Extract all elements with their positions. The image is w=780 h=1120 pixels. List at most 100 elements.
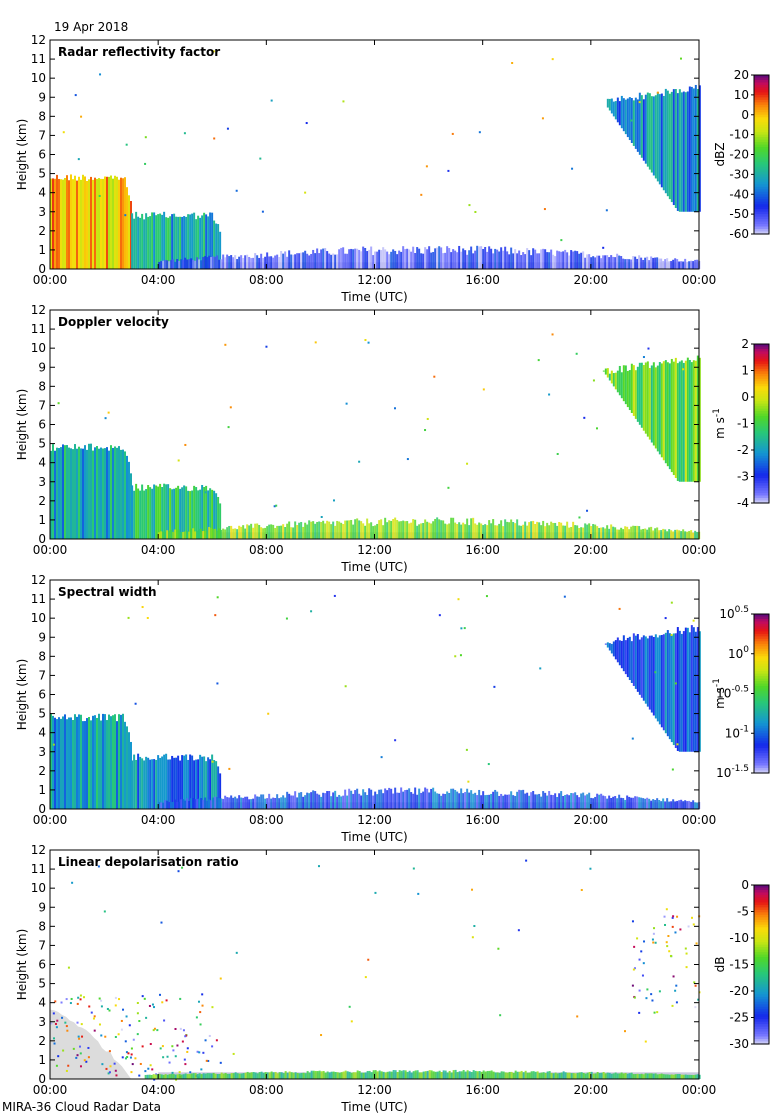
data-column	[640, 362, 643, 428]
data-column	[666, 258, 669, 269]
data-column	[590, 257, 593, 269]
data-point	[171, 1071, 174, 1074]
data-column	[522, 1072, 525, 1079]
colorbar-swatch	[754, 1029, 769, 1033]
data-column	[556, 525, 559, 539]
data-column	[572, 521, 575, 539]
data-column	[558, 793, 561, 809]
y-tick-label: 7	[38, 668, 46, 682]
data-column	[252, 527, 255, 539]
data-column	[270, 256, 273, 269]
data-column	[192, 798, 195, 809]
data-column	[66, 719, 68, 809]
data-column	[244, 255, 247, 269]
data-column	[170, 801, 173, 809]
colorbar-swatch	[754, 373, 769, 377]
colorbar-swatch	[754, 892, 769, 896]
colorbar-swatch	[754, 425, 769, 430]
noise-speck	[333, 499, 336, 502]
data-column	[396, 1072, 399, 1079]
data-column	[364, 1072, 367, 1079]
noise-speck	[198, 1051, 201, 1054]
data-column	[212, 256, 215, 269]
feature-4	[631, 908, 701, 1014]
data-column	[308, 793, 311, 809]
colorbar-swatch	[754, 154, 769, 158]
data-column	[534, 1071, 537, 1079]
y-tick-label: 12	[31, 33, 46, 47]
data-column	[197, 215, 200, 269]
data-column	[686, 357, 689, 482]
data-column	[392, 1070, 395, 1079]
data-point	[85, 1060, 88, 1063]
noise-speck	[654, 671, 657, 674]
y-tick-label: 0	[38, 1072, 46, 1086]
data-column	[368, 523, 371, 539]
data-column	[694, 631, 697, 752]
data-column	[156, 1074, 159, 1079]
data-column	[116, 176, 118, 269]
data-column	[598, 255, 601, 269]
colorbar-swatch	[754, 224, 769, 228]
data-column	[215, 493, 218, 539]
data-column	[352, 793, 355, 809]
data-column	[614, 372, 617, 390]
data-point	[211, 1006, 214, 1009]
noise-speck	[497, 947, 500, 950]
data-column	[460, 524, 463, 539]
data-column	[338, 521, 341, 539]
data-point	[151, 1003, 154, 1006]
noise-speck	[227, 426, 230, 429]
data-column	[214, 796, 217, 809]
data-point	[685, 952, 688, 955]
data-column	[230, 1073, 233, 1079]
data-column	[52, 444, 54, 539]
data-column	[205, 214, 208, 269]
colorbar-tick-base: 10	[719, 607, 734, 621]
data-column	[424, 1071, 427, 1079]
data-column	[628, 97, 631, 141]
data-column	[440, 1072, 443, 1079]
colorbar-swatch	[754, 348, 769, 353]
noise-speck	[670, 601, 673, 604]
y-tick-label: 1	[38, 1053, 46, 1067]
data-column	[384, 1072, 387, 1079]
y-tick-label: 3	[38, 205, 46, 219]
data-column	[646, 92, 649, 167]
data-column	[450, 252, 453, 269]
data-column	[474, 792, 477, 809]
noise-speck	[463, 627, 466, 630]
data-column	[494, 1072, 497, 1079]
data-column	[314, 791, 317, 809]
data-point	[685, 966, 688, 969]
data-column	[172, 259, 175, 269]
data-column	[416, 525, 419, 539]
data-column	[216, 1073, 219, 1079]
data-column	[346, 1071, 349, 1079]
data-column	[96, 178, 98, 269]
data-column	[258, 257, 261, 269]
data-column	[688, 530, 691, 539]
data-column	[74, 714, 76, 809]
data-column	[246, 524, 249, 539]
data-column	[88, 443, 90, 539]
data-column	[672, 89, 675, 206]
data-column	[284, 527, 287, 539]
data-column	[216, 255, 219, 269]
data-column	[604, 368, 607, 375]
data-column	[670, 635, 673, 743]
colorbar-swatch	[754, 408, 769, 412]
data-column	[218, 528, 221, 539]
data-point	[199, 1023, 202, 1026]
data-column	[424, 519, 427, 539]
noise-speck	[374, 891, 377, 894]
data-column	[380, 1071, 383, 1079]
x-tick-label: 00:00	[33, 1083, 68, 1097]
data-point	[201, 1004, 204, 1007]
colorbar-swatch	[754, 1036, 769, 1040]
data-column	[198, 259, 201, 269]
data-column	[298, 792, 301, 809]
data-column	[198, 528, 201, 539]
data-column	[284, 251, 287, 269]
colorbar-swatch	[754, 411, 769, 415]
